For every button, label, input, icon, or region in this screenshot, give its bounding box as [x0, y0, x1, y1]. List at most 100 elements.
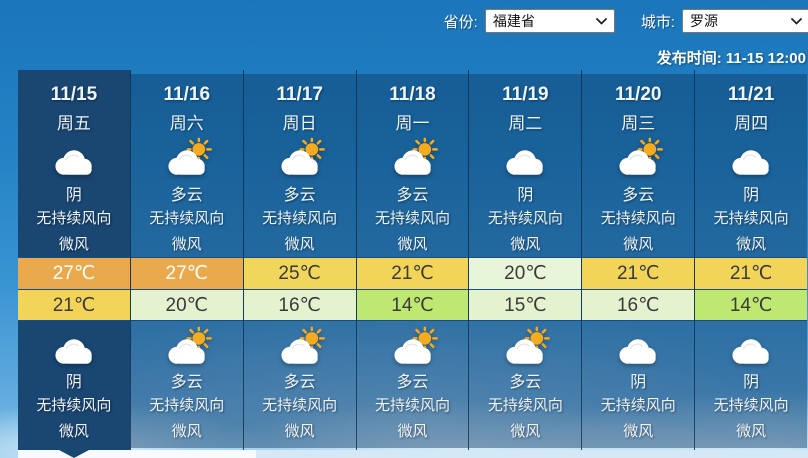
night-wind-direction-label: 无持续风向 — [262, 397, 338, 414]
weekday-label: 周四 — [734, 113, 769, 133]
day-slider-segment — [18, 450, 256, 458]
city-select[interactable]: 罗源 — [682, 9, 808, 33]
day-wind-power-label: 微风 — [171, 236, 202, 253]
night-condition-label: 阴 — [743, 373, 760, 391]
night-wind-power-label: 微风 — [284, 423, 315, 440]
partly-cloudy-icon — [273, 326, 327, 366]
forecast-day-column[interactable]: 11/17 周日 多云 无持续风向 微风 25℃ 16℃ 多云 无持续风向 微风 — [242, 70, 356, 450]
low-temp-cell: 14℃ — [356, 289, 469, 321]
high-temp-cell: 21℃ — [582, 257, 695, 289]
low-temp-cell: 16℃ — [582, 289, 695, 321]
night-wind-direction-label: 无持续风向 — [149, 397, 225, 414]
night-wind-direction-label: 无持续风向 — [375, 397, 451, 414]
night-wind-power-label: 微风 — [171, 423, 202, 440]
date-label: 11/18 — [389, 84, 436, 105]
province-label: 省份: — [443, 13, 478, 31]
overcast-icon — [611, 326, 665, 366]
day-wind-power-label: 微风 — [284, 236, 315, 253]
day-wind-power-label: 微风 — [58, 236, 89, 253]
day-wind-direction-label: 无持续风向 — [36, 210, 112, 227]
date-label: 11/16 — [163, 84, 211, 105]
weekday-label: 周三 — [621, 113, 656, 133]
publish-time-label: 发布时间: — [656, 50, 722, 67]
forecast-day-column[interactable]: 11/20 周三 多云 无持续风向 微风 21℃ 16℃ 阴 无持续风向 微风 — [581, 70, 695, 450]
weekday-label: 周二 — [508, 113, 543, 133]
high-temp-cell: 21℃ — [356, 257, 469, 289]
chevron-down-icon — [595, 18, 607, 25]
high-temp-cell: 21℃ — [695, 257, 808, 289]
day-condition-label: 多云 — [283, 186, 316, 204]
partly-cloudy-icon — [498, 326, 552, 366]
weekday-label: 周五 — [56, 113, 91, 133]
night-wind-power-label: 微风 — [397, 423, 428, 440]
forecast-day-column[interactable]: 11/18 周一 多云 无持续风向 微风 21℃ 14℃ 多云 无持续风向 微风 — [355, 70, 469, 450]
date-label: 11/21 — [727, 84, 775, 105]
date-label: 11/19 — [502, 84, 549, 105]
day-condition-label: 阴 — [517, 186, 534, 204]
forecast-columns: 11/15 周五 阴 无持续风向 微风 27℃ 21℃ 阴 无持续风向 微风 1… — [18, 70, 808, 450]
overcast-icon — [47, 326, 101, 366]
night-wind-power-label: 微风 — [623, 423, 654, 440]
night-wind-direction-label: 无持续风向 — [713, 397, 789, 414]
forecast-day-column[interactable]: 11/15 周五 阴 无持续风向 微风 27℃ 21℃ 阴 无持续风向 微风 — [18, 70, 130, 450]
day-wind-direction-label: 无持续风向 — [262, 210, 338, 227]
date-label: 11/17 — [276, 84, 323, 105]
overcast-icon — [724, 137, 778, 177]
night-wind-direction-label: 无持续风向 — [600, 397, 676, 414]
night-condition-label: 阴 — [630, 373, 647, 391]
partly-cloudy-icon — [273, 137, 327, 177]
day-wind-direction-label: 无持续风向 — [149, 210, 225, 227]
day-condition-label: 阴 — [743, 186, 760, 204]
partly-cloudy-icon — [386, 326, 440, 366]
day-condition-label: 多云 — [396, 186, 429, 204]
city-select-value: 罗源 — [690, 13, 718, 29]
chevron-down-icon — [791, 18, 802, 25]
city-label: 城市: — [640, 13, 675, 31]
forecast-day-column[interactable]: 11/19 周二 阴 无持续风向 微风 20℃ 15℃ 多云 无持续风向 微风 — [468, 70, 582, 450]
night-wind-power-label: 微风 — [58, 423, 89, 440]
location-selector-bar: 省份: 福建省 城市: 罗源 — [0, 8, 808, 34]
high-temp-cell: 27℃ — [130, 257, 243, 289]
publish-time: 发布时间: 11-15 12:00 — [657, 47, 806, 68]
overcast-icon — [47, 137, 101, 177]
forecast-day-column[interactable]: 11/16 周六 多云 无持续风向 微风 27℃ 20℃ 多云 无持续风向 微风 — [129, 70, 243, 450]
day-wind-direction-label: 无持续风向 — [375, 210, 451, 227]
high-temp-cell: 25℃ — [243, 257, 356, 289]
partly-cloudy-icon — [386, 137, 440, 177]
day-condition-label: 多云 — [170, 186, 203, 204]
weekday-label: 周六 — [169, 113, 204, 133]
forecast-day-column[interactable]: 11/21 周四 阴 无持续风向 微风 21℃ 14℃ 阴 无持续风向 微风 — [694, 70, 808, 450]
day-condition-label: 多云 — [622, 186, 655, 204]
day-wind-power-label: 微风 — [397, 236, 428, 253]
partly-cloudy-icon — [160, 326, 214, 366]
day-condition-label: 阴 — [65, 186, 82, 204]
province-select[interactable]: 福建省 — [484, 9, 615, 33]
night-condition-label: 多云 — [170, 373, 203, 391]
night-wind-power-label: 微风 — [510, 423, 541, 440]
low-temp-cell: 21℃ — [18, 289, 130, 321]
night-condition-label: 多云 — [283, 373, 316, 391]
night-wind-direction-label: 无持续风向 — [487, 397, 563, 414]
low-temp-cell: 16℃ — [243, 289, 356, 321]
day-wind-direction-label: 无持续风向 — [487, 210, 563, 227]
night-condition-label: 多云 — [509, 373, 542, 391]
night-condition-label: 阴 — [65, 373, 82, 391]
day-slider-track[interactable] — [18, 450, 808, 458]
weekday-label: 周日 — [282, 113, 317, 133]
day-wind-direction-label: 无持续风向 — [713, 210, 789, 227]
day-wind-power-label: 微风 — [736, 236, 767, 253]
night-condition-label: 多云 — [396, 373, 429, 391]
province-select-value: 福建省 — [492, 13, 535, 29]
low-temp-cell: 15℃ — [469, 289, 582, 321]
high-temp-cell: 27℃ — [18, 257, 130, 289]
selected-day-pointer — [59, 450, 89, 458]
partly-cloudy-icon — [611, 137, 665, 177]
date-label: 11/20 — [614, 84, 662, 105]
overcast-icon — [724, 326, 778, 366]
low-temp-cell: 20℃ — [130, 289, 243, 321]
partly-cloudy-icon — [160, 137, 214, 177]
weekday-label: 周一 — [395, 113, 430, 133]
day-wind-power-label: 微风 — [510, 236, 541, 253]
night-wind-direction-label: 无持续风向 — [36, 397, 112, 414]
